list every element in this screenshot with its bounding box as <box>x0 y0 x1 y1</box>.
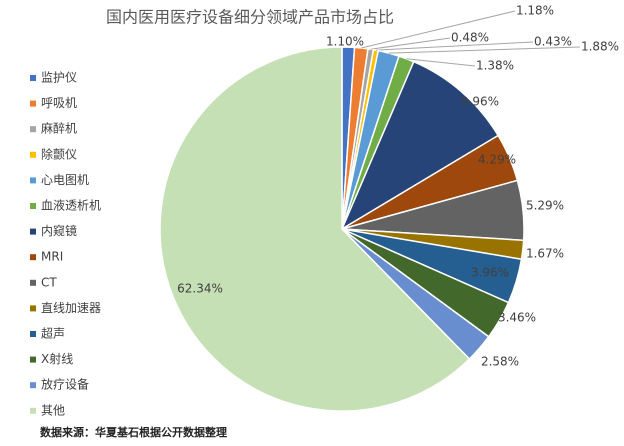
legend-label: CT <box>41 275 57 289</box>
legend-marker <box>30 331 36 337</box>
legend-marker <box>30 254 36 261</box>
legend-label: 直线加速器 <box>41 301 101 315</box>
legend-label: 内窥镜 <box>41 223 77 238</box>
data-label: 5.29% <box>526 199 564 213</box>
legend-marker <box>30 203 36 209</box>
legend-marker <box>30 177 36 184</box>
data-label: 1.67% <box>526 247 564 261</box>
legend-label: X射线 <box>41 351 73 366</box>
data-label: 1.88% <box>581 40 619 54</box>
leader-line <box>388 46 581 54</box>
legend-marker <box>30 382 36 389</box>
data-label: 0.48% <box>451 31 489 45</box>
pie-slice <box>159 46 471 412</box>
leader-line <box>361 10 516 49</box>
legend-marker <box>30 228 36 235</box>
pie-slice <box>340 60 500 231</box>
data-label: 9.96% <box>461 95 499 109</box>
legend-marker <box>30 100 36 107</box>
legend-marker <box>30 305 36 312</box>
legend-marker <box>30 75 36 81</box>
legend-marker <box>30 356 36 363</box>
legend-label: 血液透析机 <box>41 198 101 213</box>
leader-line <box>406 58 476 67</box>
legend-label: 放疗设备 <box>41 377 89 392</box>
legend-label: 超声 <box>41 326 65 341</box>
legend-label: 其他 <box>41 403 65 417</box>
data-label: 2.58% <box>481 355 519 369</box>
data-label: 3.46% <box>498 311 536 325</box>
leader-line <box>375 41 534 51</box>
legend-label: 心电图机 <box>41 173 89 187</box>
legend-label: 除颤仪 <box>41 146 77 161</box>
data-label: 62.34% <box>177 282 223 296</box>
data-label: 4.29% <box>478 153 516 167</box>
legend-label: MRI <box>41 250 63 264</box>
legend-label: 麻醉机 <box>41 121 77 136</box>
legend-label: 呼吸机 <box>41 96 77 110</box>
chart-title: 国内医用医疗设备细分领域产品市场占比 <box>106 8 394 27</box>
source-note: 数据来源：华夏基石根据公开数据整理 <box>40 425 227 439</box>
legend-marker <box>30 407 36 414</box>
legend-marker <box>30 126 36 133</box>
leader-line <box>370 37 451 50</box>
legend-label: 监护仪 <box>41 71 77 85</box>
data-label: 0.43% <box>534 35 572 49</box>
data-label: 1.10% <box>326 35 364 49</box>
legend-marker <box>30 279 36 286</box>
data-label: 1.18% <box>516 4 554 18</box>
legend-marker <box>30 151 36 158</box>
data-label: 3.96% <box>471 266 509 280</box>
data-label: 1.38% <box>476 59 514 73</box>
